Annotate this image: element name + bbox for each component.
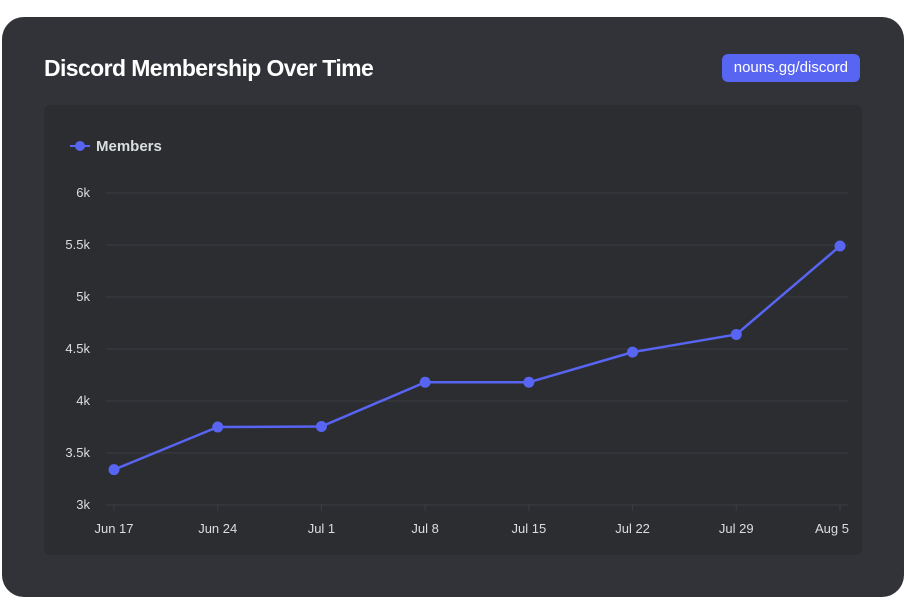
legend-marker [75,141,85,151]
data-point[interactable] [730,328,742,340]
data-point[interactable] [315,420,327,432]
legend-label[interactable]: Members [96,138,162,155]
x-tick-label: Jun 24 [198,521,237,536]
x-tick-label: Jun 17 [94,521,133,536]
discord-link-button[interactable]: nouns.gg/discord [721,54,860,82]
x-tick-label: Jul 22 [615,521,650,536]
x-tick-label: Aug 5 [815,521,849,536]
data-point[interactable] [627,346,639,358]
data-point[interactable] [419,376,431,388]
y-tick-label: 3.5k [65,445,90,460]
y-tick-label: 4k [76,393,90,408]
y-tick-label: 6k [76,185,90,200]
data-point[interactable] [834,240,846,252]
x-tick-label: Jul 29 [719,521,754,536]
chart-card: Discord Membership Over Time nouns.gg/di… [2,17,904,597]
x-tick-label: Jul 15 [512,521,547,536]
series-members [108,240,846,476]
y-tick-label: 4.5k [65,341,90,356]
x-tick-label: Jul 1 [308,521,335,536]
y-tick-label: 5.5k [65,237,90,252]
legend[interactable]: Members [70,138,162,155]
grid-lines [106,192,848,506]
y-tick-label: 3k [76,497,90,512]
chart-panel: 3k 3.5k 4k 4.5k 5k 5.5k 6k Jun 17 Jun 24 Jul 1 Ju… [44,105,862,555]
x-axis: Jun 17 Jun 24 Jul 1 Jul 8 Jul 15 Jul 22 Jul 29… [94,505,849,536]
series-line [113,245,841,471]
data-point[interactable] [212,421,224,433]
y-tick-label: 5k [76,289,90,304]
x-tick-label: Jul 8 [411,521,438,536]
data-point[interactable] [523,376,535,388]
card-title: Discord Membership Over Time [44,55,374,81]
y-axis: 3k 3.5k 4k 4.5k 5k 5.5k 6k [65,185,90,512]
data-point[interactable] [108,464,120,476]
